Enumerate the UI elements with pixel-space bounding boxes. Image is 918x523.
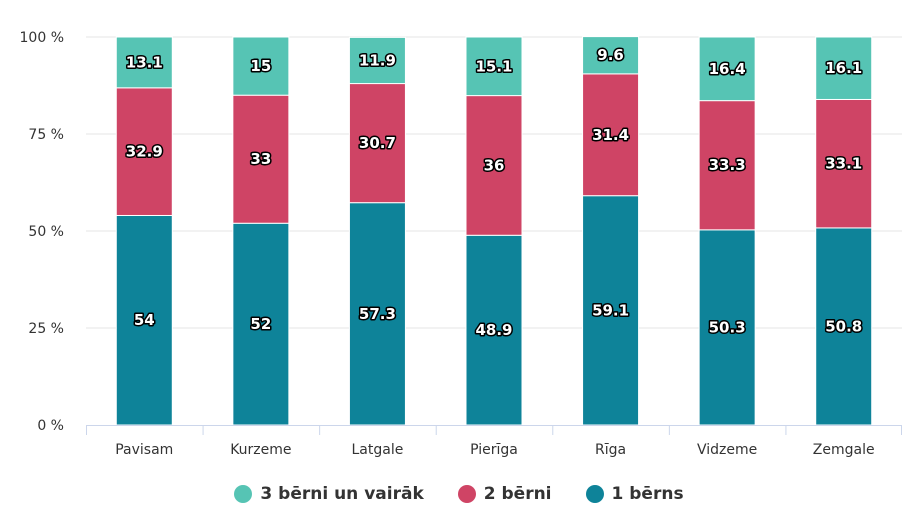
y-tick-label: 0 % xyxy=(37,418,64,434)
bar-segment[interactable] xyxy=(115,36,173,89)
data-label: 11.9 xyxy=(359,51,396,69)
x-tick-label: Kurzeme xyxy=(230,442,291,458)
data-label: 15.1 xyxy=(475,57,512,75)
bar-segment[interactable] xyxy=(115,87,173,216)
legend-swatch xyxy=(585,485,604,503)
y-tick-label: 25 % xyxy=(28,321,64,337)
bar-segment[interactable] xyxy=(465,36,523,97)
data-label: 33.3 xyxy=(709,156,746,174)
legend: 3 bērni un vairāk 2 bērni 1 bērns xyxy=(0,484,918,504)
bar-segment[interactable] xyxy=(698,36,756,102)
y-axis-labels: 0 % 25 % 50 % 75 % 100 % xyxy=(20,30,64,434)
data-label: 50.8 xyxy=(825,317,862,335)
data-labels: 54 32.9 13.1 52 33 15 57.3 30.7 11.9 48.9 36 15.1 59… xyxy=(124,45,863,341)
data-label: 50.3 xyxy=(709,318,746,336)
bar-segment[interactable] xyxy=(348,202,406,426)
data-label: 16.4 xyxy=(709,60,746,78)
x-tick-label: Zemgale xyxy=(813,442,875,458)
legend-label: 2 bērni xyxy=(483,484,552,504)
data-label: 9.6 xyxy=(597,46,624,64)
data-label: 36 xyxy=(484,156,505,174)
bar-segment[interactable] xyxy=(698,229,756,426)
legend-item-2-children[interactable]: 2 bērni xyxy=(457,484,552,504)
data-label: 52 xyxy=(250,315,271,333)
x-tick-label: Latgale xyxy=(352,442,404,458)
data-label: 59.1 xyxy=(592,301,629,319)
bar-segment[interactable] xyxy=(815,98,873,229)
bar-segment[interactable] xyxy=(698,100,756,231)
bar-segment[interactable] xyxy=(232,94,290,224)
y-tick-label: 50 % xyxy=(28,224,64,240)
data-label: 54 xyxy=(134,311,155,329)
data-label: 13.1 xyxy=(126,53,163,71)
data-label: 31.4 xyxy=(592,126,629,144)
bar-segment[interactable] xyxy=(115,214,173,426)
x-tick-label: Rīga xyxy=(595,442,626,458)
legend-item-3-children[interactable]: 3 bērni un vairāk xyxy=(234,484,424,504)
legend-swatch xyxy=(234,485,253,503)
data-label: 33.1 xyxy=(825,155,862,173)
legend-swatch xyxy=(457,485,476,503)
x-tick-label: Vidzeme xyxy=(697,442,757,458)
bar-segment[interactable] xyxy=(348,83,406,204)
bar-segment[interactable] xyxy=(348,36,406,85)
legend-label: 3 bērni un vairāk xyxy=(260,484,424,504)
bar-segment[interactable] xyxy=(232,36,290,96)
x-axis: Pavisam Kurzeme Latgale Pierīga Rīga Vidzeme Z… xyxy=(86,425,902,458)
y-tick-label: 100 % xyxy=(20,30,64,46)
bar-segment[interactable] xyxy=(582,36,640,75)
x-tick-label: Pierīga xyxy=(470,442,518,458)
data-label: 30.7 xyxy=(359,134,396,152)
legend-item-1-child[interactable]: 1 bērns xyxy=(585,484,684,504)
data-label: 33 xyxy=(250,150,271,168)
y-tick-label: 75 % xyxy=(28,127,64,143)
legend-label: 1 bērns xyxy=(611,484,684,504)
bar-segment[interactable] xyxy=(232,222,290,426)
bars xyxy=(115,36,873,426)
data-label: 48.9 xyxy=(475,321,512,339)
data-label: 57.3 xyxy=(359,305,396,323)
data-label: 16.1 xyxy=(825,59,862,77)
bar-segment[interactable] xyxy=(815,227,873,426)
bar-segment[interactable] xyxy=(815,36,873,100)
data-label: 15 xyxy=(250,57,271,75)
data-label: 32.9 xyxy=(126,143,163,161)
x-tick-label: Pavisam xyxy=(115,442,173,458)
bar-segment[interactable] xyxy=(465,95,523,236)
